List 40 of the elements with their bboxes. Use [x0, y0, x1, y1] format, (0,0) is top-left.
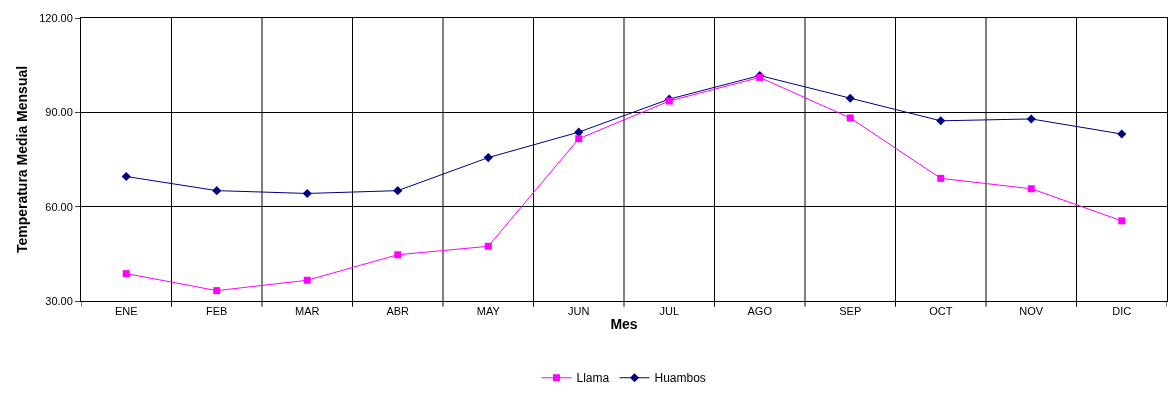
legend-label: Huambos — [654, 371, 706, 386]
x-tick-label: MAR — [295, 305, 320, 318]
x-tick-label: AGO — [747, 305, 773, 318]
point — [213, 287, 221, 295]
point — [1026, 114, 1036, 124]
y-tick-label: 60.00 — [45, 200, 73, 213]
point — [483, 153, 493, 163]
point — [302, 188, 312, 199]
point — [575, 135, 583, 143]
x-tick-label: MAY — [476, 305, 501, 318]
y-tick-label: 120.00 — [39, 11, 73, 24]
point — [1118, 217, 1126, 225]
x-axis-title: Mes — [610, 315, 638, 332]
point — [212, 186, 222, 196]
x-tick-label: JUN — [568, 305, 590, 318]
y-tick-label: 30.00 — [45, 294, 73, 307]
x-tick-label: JUL — [659, 305, 680, 318]
point — [122, 270, 130, 278]
point — [937, 174, 945, 182]
legend-label: Llama — [576, 371, 610, 386]
x-tick-label: ENE — [114, 305, 138, 318]
point — [121, 171, 131, 182]
x-tick-label: NOV — [1019, 305, 1044, 318]
point — [574, 127, 584, 137]
point — [393, 186, 403, 196]
point — [484, 242, 492, 250]
point — [845, 93, 855, 103]
y-tick-label: 90.00 — [45, 106, 73, 119]
x-tick-label: DIC — [1112, 305, 1132, 318]
x-tick-label: OCT — [929, 305, 953, 318]
point — [1117, 129, 1127, 139]
point — [1027, 185, 1035, 193]
x-tick-label: ABR — [386, 305, 410, 318]
point — [846, 114, 854, 122]
y-axis-title: Temperatura Media Mensual — [13, 65, 30, 254]
x-tick-label: SEP — [839, 305, 862, 318]
point — [303, 276, 311, 284]
point — [394, 251, 402, 259]
x-tick-label: FEB — [206, 305, 228, 318]
point — [936, 116, 946, 126]
